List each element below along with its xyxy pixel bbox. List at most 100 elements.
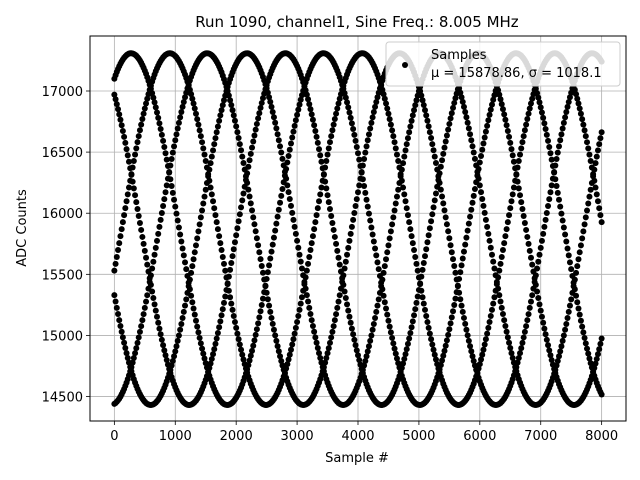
data-point xyxy=(560,119,567,126)
data-point xyxy=(385,110,392,117)
data-point xyxy=(223,274,230,281)
data-point xyxy=(485,324,492,331)
data-point xyxy=(404,340,411,347)
data-point xyxy=(249,207,256,214)
data-point xyxy=(166,169,173,176)
data-point xyxy=(313,133,320,140)
data-point xyxy=(418,287,425,294)
data-point xyxy=(363,143,370,150)
data-point xyxy=(432,160,439,167)
data-point xyxy=(172,348,179,355)
data-point xyxy=(219,253,226,260)
data-point xyxy=(375,266,382,273)
data-point xyxy=(587,158,594,165)
data-point xyxy=(507,205,514,212)
data-point xyxy=(374,259,381,266)
data-point xyxy=(520,212,527,219)
data-point xyxy=(138,121,145,128)
data-point xyxy=(246,357,253,364)
data-point xyxy=(490,96,497,103)
data-point xyxy=(575,100,582,107)
data-point xyxy=(179,245,186,252)
data-point xyxy=(326,206,333,213)
data-point xyxy=(245,186,252,193)
data-point xyxy=(575,256,582,263)
data-point xyxy=(199,139,206,146)
data-point xyxy=(157,331,164,338)
data-point xyxy=(168,362,175,369)
data-point xyxy=(188,91,195,98)
data-point xyxy=(158,336,165,343)
data-point xyxy=(520,133,527,140)
data-point xyxy=(308,240,315,247)
x-axis-label: Sample # xyxy=(325,451,389,466)
data-point xyxy=(132,151,139,158)
data-point xyxy=(217,318,224,325)
data-point xyxy=(400,160,407,167)
data-point xyxy=(154,237,160,244)
data-point xyxy=(203,179,210,186)
data-point xyxy=(122,139,129,146)
data-point xyxy=(375,296,382,303)
data-point xyxy=(470,357,477,364)
data-point xyxy=(492,272,499,279)
data-point xyxy=(530,285,537,292)
data-point xyxy=(184,289,191,296)
data-point xyxy=(208,355,215,362)
data-point xyxy=(234,330,241,337)
data-point xyxy=(559,217,566,224)
data-point xyxy=(406,219,413,226)
data-point xyxy=(125,158,132,165)
data-point xyxy=(351,336,358,343)
data-point xyxy=(440,150,447,157)
data-point xyxy=(414,293,421,300)
data-point xyxy=(361,155,368,162)
data-point xyxy=(212,135,219,142)
data-point xyxy=(467,343,474,350)
data-point xyxy=(380,91,387,98)
data-point xyxy=(347,114,354,121)
data-point xyxy=(125,184,132,191)
data-point xyxy=(384,105,391,112)
data-point xyxy=(451,99,458,106)
data-point xyxy=(568,266,575,273)
data-point xyxy=(347,230,354,237)
data-point xyxy=(504,219,511,226)
data-point xyxy=(138,226,145,233)
data-point xyxy=(306,101,313,108)
data-point xyxy=(542,216,549,223)
data-point xyxy=(549,175,556,182)
data-point xyxy=(523,226,530,233)
data-point xyxy=(345,104,352,111)
data-point xyxy=(574,299,581,306)
data-point xyxy=(280,162,287,169)
data-point xyxy=(367,337,374,344)
data-point xyxy=(238,147,245,154)
data-point xyxy=(585,200,592,207)
data-point xyxy=(257,104,264,111)
data-point xyxy=(409,240,416,247)
data-point xyxy=(189,299,196,306)
data-point xyxy=(428,336,435,343)
data-point xyxy=(518,199,525,206)
data-point xyxy=(152,104,159,111)
data-point xyxy=(295,313,302,320)
data-point xyxy=(404,212,411,219)
data-point xyxy=(242,173,249,180)
data-point xyxy=(229,107,236,114)
data-point xyxy=(518,145,525,152)
data-point xyxy=(171,353,178,360)
data-point xyxy=(458,302,465,309)
data-point xyxy=(429,141,436,148)
data-point xyxy=(316,146,323,153)
y-tick-label: 14500 xyxy=(42,391,83,406)
data-point xyxy=(480,140,487,147)
data-point xyxy=(508,350,515,357)
data-point xyxy=(308,111,315,118)
data-point xyxy=(362,149,369,156)
data-point xyxy=(206,166,213,173)
data-point xyxy=(325,345,332,352)
data-point xyxy=(381,299,388,306)
data-point xyxy=(222,267,229,274)
data-point xyxy=(418,92,425,99)
